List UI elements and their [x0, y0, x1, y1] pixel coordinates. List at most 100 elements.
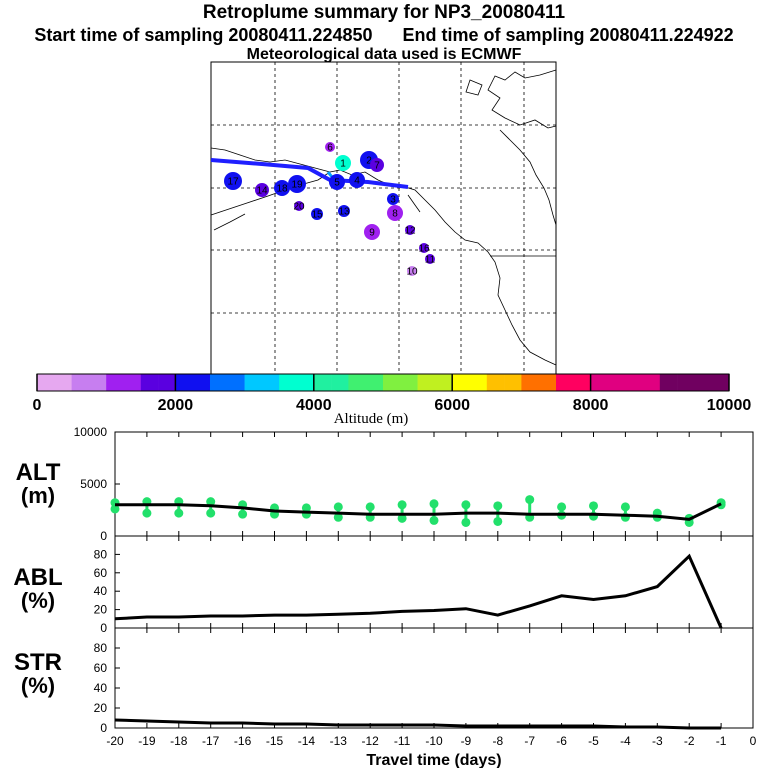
alt-median-line	[115, 502, 722, 521]
alt-ylabel-unit: (m)	[21, 483, 55, 508]
x-tick-label: -12	[362, 734, 380, 748]
cluster-marker	[294, 201, 304, 211]
cluster-marker	[405, 225, 415, 235]
colorbar-tick-label: 8000	[573, 397, 609, 414]
x-tick-label: -8	[492, 734, 503, 748]
cluster-label: 13	[338, 207, 350, 218]
x-tick-label: -18	[170, 734, 188, 748]
colorbar-swatch	[556, 374, 574, 391]
x-tick-label: -17	[202, 734, 220, 748]
colorbar-swatch	[227, 374, 245, 391]
str-line	[114, 718, 722, 730]
cluster-marker	[338, 205, 350, 217]
colorbar-swatch	[383, 374, 401, 391]
str-y-tick-label: 0	[100, 721, 107, 735]
alt-y-tick-label: 5000	[80, 477, 107, 491]
colorbar-tick-label: 6000	[434, 397, 470, 414]
x-tick-label: -1	[716, 734, 727, 748]
cluster-label: 11	[425, 255, 436, 266]
abl-ylabel-unit: (%)	[21, 588, 55, 613]
colorbar-swatch	[261, 374, 280, 391]
colorbar-swatch	[158, 374, 176, 391]
x-tick-label: 0	[750, 734, 757, 748]
cluster-label: 6	[327, 143, 333, 154]
colorbar-swatch	[106, 374, 124, 391]
x-tick-label: -9	[461, 734, 472, 748]
colorbar-swatch	[659, 374, 678, 391]
sampling-times: Start time of sampling 20080411.224850 En…	[0, 25, 768, 46]
cluster-label: 8	[392, 209, 398, 220]
colorbar-swatch	[452, 374, 470, 391]
cluster-marker	[364, 224, 380, 240]
cluster-marker	[255, 183, 269, 197]
cluster-label: 4	[354, 176, 360, 187]
colorbar-swatch	[71, 374, 90, 391]
colorbar-swatch	[400, 374, 418, 391]
colorbar-swatch	[434, 374, 453, 391]
alt-panel	[110, 495, 726, 527]
x-tick-label: -7	[524, 734, 535, 748]
trajectory-line	[210, 158, 409, 189]
colorbar-tick-labels: 0 2000 4000 6000 8000 10000	[33, 397, 752, 414]
end-time-label: End time of sampling 20080411.224922	[402, 25, 734, 45]
met-data-label: Meteorological data used is ECMWF	[246, 46, 522, 63]
str-y-tick-label: 20	[94, 701, 108, 715]
cluster-label: 9	[369, 228, 375, 239]
x-tick-label: -20	[106, 734, 124, 748]
altitude-colorbar	[36, 373, 730, 392]
colorbar-swatch	[538, 374, 557, 391]
cluster-label: 15	[311, 210, 323, 221]
cluster-label: 12	[404, 226, 416, 237]
colorbar-swatch	[331, 374, 349, 391]
colorbar-swatch	[607, 374, 626, 391]
cluster-marker	[335, 155, 351, 171]
x-tick-label: -2	[684, 734, 695, 748]
cluster-label: 5	[334, 178, 340, 189]
cluster-marker	[311, 208, 323, 220]
colorbar-swatch	[279, 374, 297, 391]
cluster-marker	[370, 158, 384, 172]
cluster-label: 1	[340, 159, 346, 170]
x-tick-label: -6	[556, 734, 567, 748]
cluster-marker	[387, 205, 403, 221]
x-tick-label: -15	[266, 734, 284, 748]
map-frame	[210, 61, 557, 375]
colorbar-swatch	[365, 374, 384, 391]
colorbar-swatch	[313, 374, 332, 391]
colorbar-swatch	[88, 374, 107, 391]
colorbar-tick-label: 0	[33, 397, 42, 414]
str-ylabel-unit: (%)	[21, 673, 55, 698]
abl-line	[114, 553, 723, 629]
colorbar-swatch	[348, 374, 366, 391]
str-y-tick-label: 80	[94, 641, 108, 655]
colorbar-swatch	[521, 374, 539, 391]
str-y-tick-label: 40	[94, 681, 108, 695]
colorbar-swatch	[54, 374, 72, 391]
start-time-label: Start time of sampling 20080411.224850	[34, 25, 373, 45]
cluster-marker	[288, 175, 306, 193]
colorbar-swatch	[37, 374, 55, 391]
abl-y-tick-label: 0	[100, 621, 107, 635]
alt-y-tick-label: 0	[100, 529, 107, 543]
x-axis-title: Travel time (days)	[366, 752, 501, 768]
cluster-label: 17	[227, 177, 239, 188]
cluster-marker	[387, 193, 399, 205]
cluster-label: 7	[374, 161, 380, 172]
str-ylabel: STR	[14, 649, 62, 676]
colorbar-swatch	[210, 374, 228, 391]
str-y-tick-label: 60	[94, 661, 108, 675]
x-tick-label: -19	[138, 734, 156, 748]
cluster-label: 3	[390, 195, 396, 206]
cluster-label: 19	[291, 180, 303, 191]
cluster-label: 16	[418, 244, 430, 255]
cluster-marker	[274, 180, 290, 196]
alt-y-tick-label: 10000	[74, 425, 108, 439]
colorbar-swatch	[469, 374, 488, 391]
cluster-marker	[419, 243, 429, 253]
x-tick-label: -3	[652, 734, 663, 748]
colorbar-tick-label: 4000	[296, 397, 332, 414]
x-tick-label: -5	[588, 734, 599, 748]
